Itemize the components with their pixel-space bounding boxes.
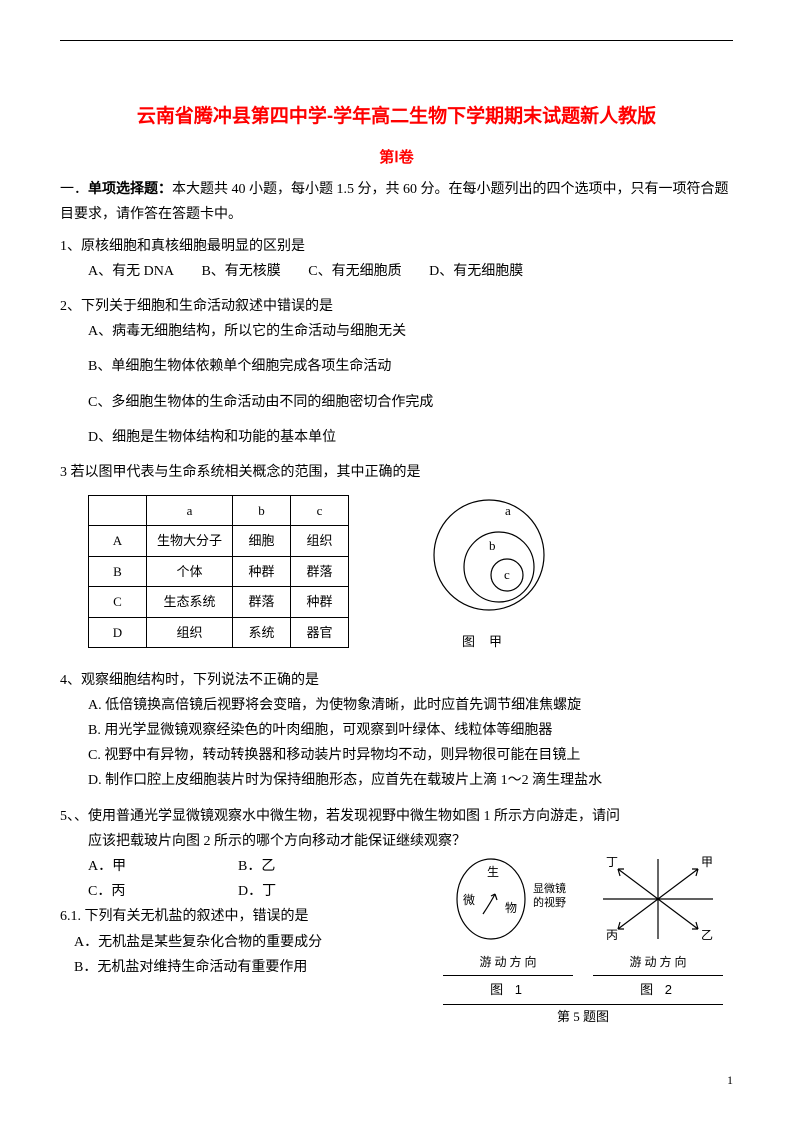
svg-text:丁: 丁	[606, 855, 618, 869]
th-c: c	[291, 496, 349, 526]
q1-option-d: D、有无细胞膜	[429, 264, 523, 279]
cell: C	[89, 587, 147, 617]
cell: 种群	[233, 556, 291, 586]
table-row: C 生态系统 群落 种群	[89, 587, 349, 617]
fig1-swim-label: 游 动 方 向	[443, 952, 573, 974]
q2-option-b: B、单细胞生物体依赖单个细胞完成各项生命活动	[88, 354, 733, 379]
question-4-text: 4、观察细胞结构时，下列说法不正确的是	[60, 668, 733, 693]
cell: 群落	[291, 556, 349, 586]
question-2-text: 2、下列关于细胞和生命活动叙述中错误的是	[60, 294, 733, 319]
question-1-text: 1、原核细胞和真核细胞最明显的区别是	[60, 234, 733, 259]
q2-option-c: C、多细胞生物体的生命活动由不同的细胞密切合作完成	[88, 390, 733, 415]
fig2-swim-label: 游 动 方 向	[593, 952, 723, 974]
q1-option-c: C、有无细胞质	[308, 264, 401, 279]
cell: 生物大分子	[147, 526, 233, 556]
cell: B	[89, 556, 147, 586]
svg-text:乙: 乙	[701, 928, 713, 942]
question-5-figures: 生 微 物 显微镜 的视野 游 动 方 向 图 1	[433, 854, 733, 1028]
q5-overall-caption: 第 5 题图	[443, 1004, 723, 1028]
figure-1: 生 微 物 显微镜 的视野 游 动 方 向 图 1	[443, 854, 573, 1002]
question-1: 1、原核细胞和真核细胞最明显的区别是 A、有无 DNA B、有无核膜 C、有无细…	[60, 234, 733, 284]
q6-option-a: A．无机盐是某些复杂化合物的重要成分	[60, 930, 433, 955]
section-header: 一．单项选择题：本大题共 40 小题，每小题 1.5 分，共 60 分。在每小题…	[60, 177, 733, 227]
q2-option-a: A、病毒无细胞结构，所以它的生命活动与细胞无关	[88, 319, 733, 344]
question-5-options: A．甲 C．丙 B．乙 D．丁	[60, 854, 433, 904]
q4-option-c: C. 视野中有异物，转动转换器和移动装片时异物均不动，则异物很可能在目镜上	[88, 743, 733, 768]
q5-option-b: B．乙	[238, 854, 388, 879]
fig2-caption: 图 2	[593, 975, 723, 1001]
label-b: b	[489, 538, 496, 553]
question-5-text2: 应该把载玻片向图 2 所示的哪个方向移动才能保证继续观察？	[60, 829, 733, 854]
q4-option-a: A. 低倍镜换高倍镜后视野将会变暗，为使物象清晰，此时应首先调节细准焦螺旋	[88, 693, 733, 718]
cell: 组织	[291, 526, 349, 556]
svg-text:丙: 丙	[606, 928, 618, 942]
question-6-text: 6.1. 下列有关无机盐的叙述中，错误的是	[60, 904, 433, 929]
cell: D	[89, 617, 147, 647]
question-3-text: 3 若以图甲代表与生命系统相关概念的范围，其中正确的是	[60, 460, 733, 485]
question-1-options: A、有无 DNA B、有无核膜 C、有无细胞质 D、有无细胞膜	[60, 259, 733, 284]
q1-option-b: B、有无核膜	[201, 264, 280, 279]
question-3-diagram: a b c 图甲	[419, 495, 559, 654]
cell: 系统	[233, 617, 291, 647]
question-3: 3 若以图甲代表与生命系统相关概念的范围，其中正确的是 a b c A 生物大分…	[60, 460, 733, 654]
table-row: A 生物大分子 细胞 组织	[89, 526, 349, 556]
question-2: 2、下列关于细胞和生命活动叙述中错误的是 A、病毒无细胞结构，所以它的生命活动与…	[60, 294, 733, 450]
page-title: 云南省腾冲县第四中学-学年高二生物下学期期末试题新人教版	[60, 100, 733, 134]
svg-text:的视野: 的视野	[533, 895, 566, 909]
table-row: B 个体 种群 群落	[89, 556, 349, 586]
q5-option-d: D．丁	[238, 879, 388, 904]
th-blank	[89, 496, 147, 526]
fig1-caption: 图 1	[443, 975, 573, 1001]
top-horizontal-rule	[60, 40, 733, 41]
table-row: D 组织 系统 器官	[89, 617, 349, 647]
q5-option-c: C．丙	[88, 879, 238, 904]
question-4-options: A. 低倍镜换高倍镜后视野将会变暗，为使物象清晰，此时应首先调节细准焦螺旋 B.…	[60, 693, 733, 794]
cell: 器官	[291, 617, 349, 647]
question-5-text1: 5、、使用普通光学显微镜观察水中微生物，若发现视野中微生物如图 1 所示方向游走…	[60, 804, 733, 829]
th-a: a	[147, 496, 233, 526]
q1-option-a: A、有无 DNA	[88, 264, 174, 279]
label-c: c	[504, 567, 510, 582]
cell: 生态系统	[147, 587, 233, 617]
q3-caption: 图甲	[419, 630, 559, 653]
q4-option-d: D. 制作口腔上皮细胞装片时为保持细胞形态，应首先在载玻片上滴 1～2 滴生理盐…	[88, 768, 733, 793]
cell: 个体	[147, 556, 233, 586]
table-header-row: a b c	[89, 496, 349, 526]
svg-text:生: 生	[487, 865, 499, 879]
question-2-options: A、病毒无细胞结构，所以它的生命活动与细胞无关 B、单细胞生物体依赖单个细胞完成…	[60, 319, 733, 450]
nested-circles-icon: a b c	[419, 495, 559, 615]
direction-arrows-icon: 丁 甲 丙 乙	[593, 854, 723, 944]
cell: 群落	[233, 587, 291, 617]
figure-2: 丁 甲 丙 乙 游 动 方 向 图 2	[593, 854, 723, 1002]
q5-option-a: A．甲	[88, 854, 238, 879]
page-subtitle: 第Ⅰ卷	[60, 144, 733, 171]
question-3-table: a b c A 生物大分子 细胞 组织 B 个体 种群 群落 C 生态系统 群落…	[88, 495, 349, 648]
question-5: 5、、使用普通光学显微镜观察水中微生物，若发现视野中微生物如图 1 所示方向游走…	[60, 804, 733, 1028]
label-a: a	[505, 503, 511, 518]
th-b: b	[233, 496, 291, 526]
cell: 种群	[291, 587, 349, 617]
cell: 细胞	[233, 526, 291, 556]
microscope-field-icon: 生 微 物 显微镜 的视野	[443, 854, 573, 944]
q6-option-b: B．无机盐对维持生命活动有重要作用	[60, 955, 433, 980]
question-4: 4、观察细胞结构时，下列说法不正确的是 A. 低倍镜换高倍镜后视野将会变暗，为使…	[60, 668, 733, 794]
svg-text:显微镜: 显微镜	[533, 881, 566, 895]
cell: A	[89, 526, 147, 556]
cell: 组织	[147, 617, 233, 647]
page-number: 1	[727, 1070, 733, 1092]
q2-option-d: D、细胞是生物体结构和功能的基本单位	[88, 425, 733, 450]
svg-text:甲: 甲	[701, 855, 713, 869]
svg-text:微: 微	[463, 893, 475, 907]
q4-option-b: B. 用光学显微镜观察经染色的叶肉细胞，可观察到叶绿体、线粒体等细胞器	[88, 718, 733, 743]
svg-text:物: 物	[505, 901, 517, 915]
